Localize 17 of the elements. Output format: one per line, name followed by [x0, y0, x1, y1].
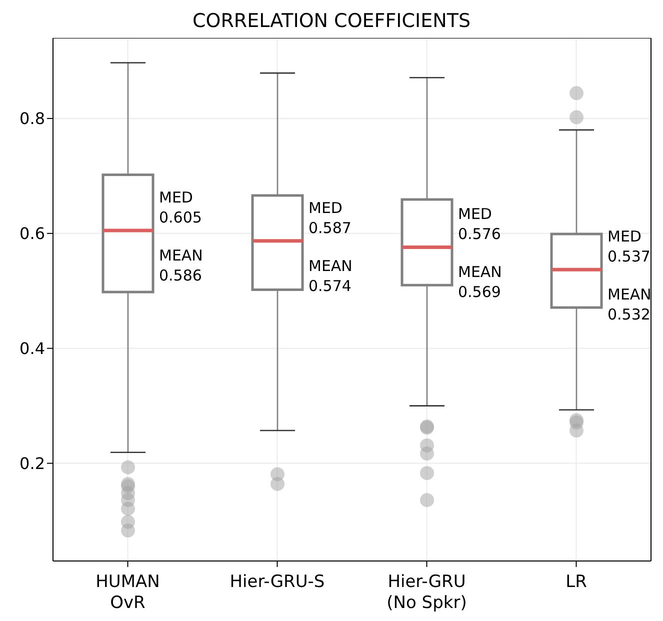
x-tick-label: LR [566, 572, 588, 592]
annotation: MEAN 0.586 [159, 246, 203, 285]
x-tick-label: HUMAN OvR [96, 572, 160, 613]
y-tick-label: 0.2 [20, 454, 45, 473]
annotation: MED 0.605 [159, 188, 202, 227]
x-tick-label: Hier-GRU-S [230, 572, 325, 592]
annotation: MEAN 0.574 [308, 256, 352, 295]
y-tick-label: 0.8 [20, 109, 45, 128]
annotation: MEAN 0.532 [608, 286, 652, 324]
annotation: MED 0.537 [608, 228, 650, 266]
y-tick-label: 0.6 [20, 224, 45, 244]
x-tick-label: Hier-GRU (No Spkr) [386, 572, 467, 613]
annotation: MED 0.576 [458, 205, 501, 244]
y-tick-label: 0.4 [20, 339, 45, 358]
annotation: MED 0.587 [308, 198, 352, 237]
chart-title: CORRELATION COEFFICIENTS [191, 9, 472, 34]
annotation: MEAN 0.569 [458, 263, 502, 302]
